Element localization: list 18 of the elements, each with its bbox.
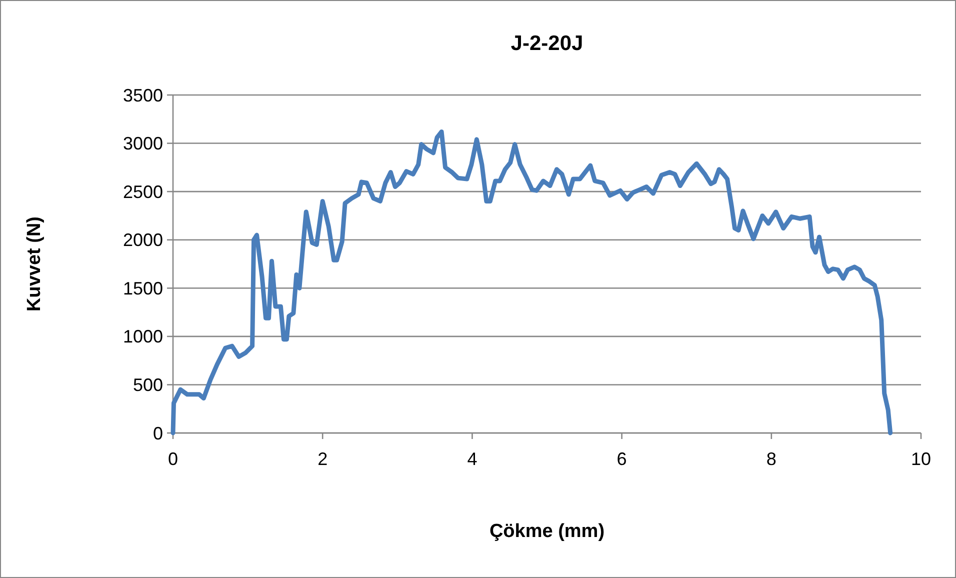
chart-title: J-2-20J [510,32,584,55]
x-tick-label: 8 [766,449,776,469]
x-tick-label: 10 [910,449,932,469]
x-axis-title: Çökme (mm) [489,521,605,542]
x-tick-label: 6 [616,449,627,469]
y-tick-label: 3500 [122,85,163,106]
y-axis-title: Kuvvet (N) [24,216,45,312]
x-tick-label: 2 [318,449,328,469]
x-tick-label: 4 [467,449,478,469]
y-tick-label: 0 [152,423,163,444]
y-tick-label: 2500 [122,182,163,202]
y-tick-label: 2000 [122,230,163,250]
x-tick-label: 0 [168,449,178,469]
y-tick-label: 1000 [122,326,163,347]
y-tick-label: 1500 [122,278,163,298]
line-series [170,129,893,436]
y-tick-label: 500 [132,375,163,396]
y-tick-label: 3000 [122,134,163,154]
